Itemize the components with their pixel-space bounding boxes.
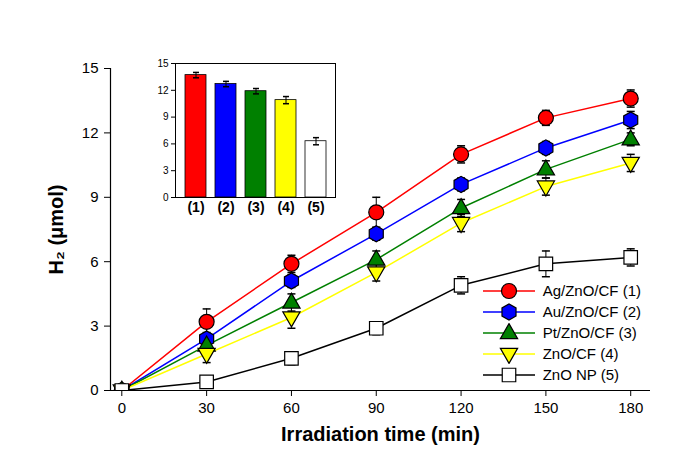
svg-text:15: 15: [157, 58, 169, 69]
svg-text:0: 0: [90, 381, 98, 398]
svg-text:9: 9: [163, 111, 169, 122]
html-text:Ag/ZnO/CF (1): Ag/ZnO/CF (1): [542, 282, 641, 299]
svg-text:6: 6: [90, 253, 98, 270]
html-text:ZnO/CF (4): ZnO/CF (4): [542, 345, 619, 362]
svg-text:9: 9: [90, 188, 98, 205]
svg-text:60: 60: [283, 399, 300, 416]
svg-text:(3): (3): [247, 199, 264, 215]
html-text:Pt/ZnO/CF (3): Pt/ZnO/CF (3): [542, 324, 637, 341]
svg-text:150: 150: [533, 399, 558, 416]
svg-text:12: 12: [157, 85, 169, 96]
svg-text:(2): (2): [217, 199, 234, 215]
svg-text:90: 90: [368, 399, 385, 416]
svg-text:6: 6: [163, 138, 169, 149]
svg-text:0: 0: [118, 399, 126, 416]
svg-text:30: 30: [198, 399, 215, 416]
svg-text:180: 180: [618, 399, 643, 416]
html-text:ZnO NP (5): ZnO NP (5): [542, 366, 619, 383]
svg-text:15: 15: [82, 59, 99, 76]
svg-text:3: 3: [163, 165, 169, 176]
svg-text:120: 120: [449, 399, 474, 416]
svg-text:3: 3: [90, 317, 98, 334]
svg-text:Irradiation time (min): Irradiation time (min): [281, 423, 480, 445]
svg-text:(1): (1): [187, 199, 204, 215]
svg-text:(5): (5): [307, 199, 324, 215]
svg-text:12: 12: [82, 124, 99, 141]
svg-text:0: 0: [163, 192, 169, 203]
html-text:Au/ZnO/CF (2): Au/ZnO/CF (2): [542, 303, 641, 320]
svg-text:(4): (4): [277, 199, 294, 215]
svg-text:H₂ (μmol): H₂ (μmol): [45, 185, 67, 275]
